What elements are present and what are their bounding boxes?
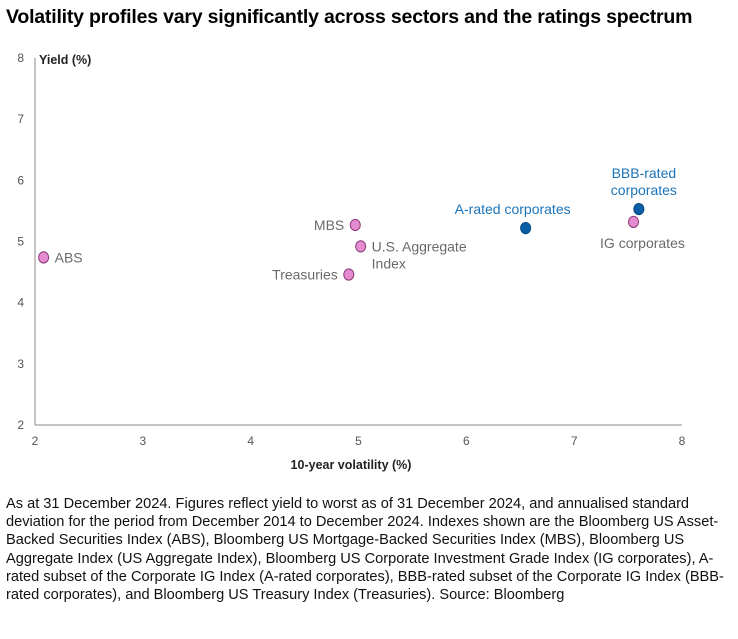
data-points — [38, 202, 645, 281]
point-label: Treasuries — [272, 267, 338, 283]
point-label: IG corporates — [600, 235, 685, 251]
footnote: As at 31 December 2024. Figures reflect … — [6, 496, 724, 604]
point-label: MBS — [314, 217, 344, 233]
x-tick-label: 3 — [139, 434, 146, 448]
y-tick-label: 8 — [17, 51, 24, 65]
point-label-line: MBS — [314, 217, 344, 233]
point-label-line: Index — [372, 255, 406, 271]
data-point — [349, 218, 361, 232]
x-tick-label: 6 — [463, 434, 470, 448]
point-label: BBB-rated corporates — [611, 165, 677, 198]
point-label-line: A-rated corporates — [455, 201, 571, 217]
y-axis-label: Yield (%) — [39, 53, 91, 67]
point-label-line: IG corporates — [600, 235, 685, 251]
x-tick-label: 4 — [247, 434, 254, 448]
point-label-line: U.S. Aggregate — [372, 238, 467, 254]
chart-title: Volatility profiles vary significantly a… — [6, 6, 693, 28]
data-point — [627, 215, 639, 229]
data-point — [355, 240, 367, 253]
scatter-chart: 2 3 4 5 6 7 8 2 3 4 5 6 7 8 ABS MBS U.S. Aggregate Index… — [17, 51, 685, 472]
y-tick-label: 3 — [17, 357, 24, 371]
x-tick-label: 5 — [355, 434, 362, 448]
y-tick-label: 4 — [17, 296, 24, 310]
y-tick-label: 5 — [17, 235, 24, 249]
point-labels: ABS MBS U.S. Aggregate Index Treasuries A-rat… — [55, 165, 685, 282]
point-label: A-rated corporates — [455, 201, 571, 217]
x-tick-label: 7 — [571, 434, 578, 448]
point-label-line: BBB-rated — [612, 165, 677, 181]
x-tick-label: 2 — [32, 434, 39, 448]
data-point — [38, 251, 50, 264]
point-label-line: Treasuries — [272, 267, 338, 283]
data-point — [520, 221, 532, 235]
point-label: U.S. Aggregate Index — [372, 238, 467, 271]
y-tick-label: 7 — [17, 112, 24, 126]
tick-labels: 2 3 4 5 6 7 8 2 3 4 5 6 7 8 — [17, 51, 685, 448]
point-label-line: ABS — [55, 249, 83, 265]
x-tick-label: 8 — [679, 434, 686, 448]
y-tick-label: 6 — [17, 173, 24, 187]
data-point — [343, 268, 355, 281]
x-axis-label: 10-year volatility (%) — [291, 458, 412, 472]
y-tick-label: 2 — [17, 418, 24, 432]
axes — [34, 58, 682, 426]
data-point — [633, 202, 645, 216]
point-label-line: corporates — [611, 182, 677, 198]
point-label: ABS — [55, 249, 83, 265]
